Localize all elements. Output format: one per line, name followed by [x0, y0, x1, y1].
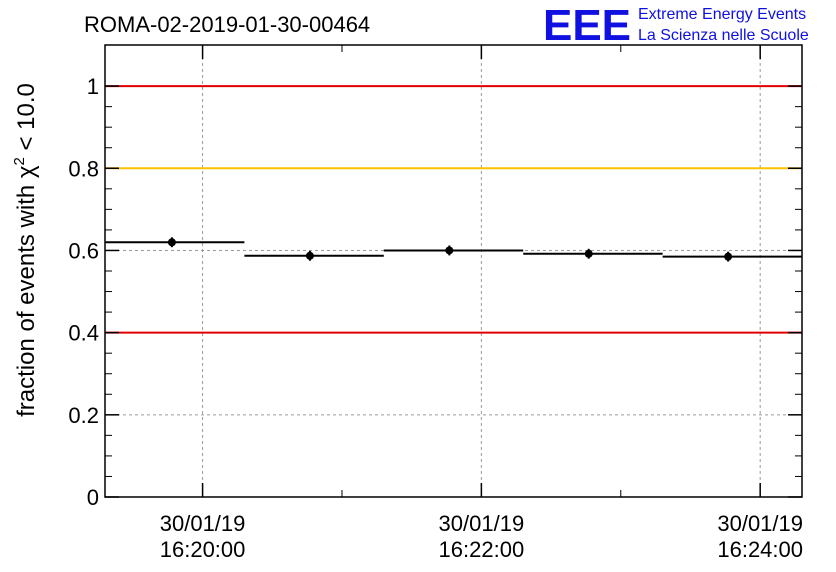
y-tick-label: 0.6: [68, 238, 99, 263]
eee-logo: EEE Extreme Energy Events La Scienza nel…: [543, 1, 809, 50]
x-tick-time: 16:24:00: [717, 537, 803, 562]
grid: [105, 45, 802, 497]
y-tick-labels: 0 0.2 0.4 0.6 0.8 1: [68, 74, 99, 510]
y-tick-label: 0.4: [68, 321, 99, 346]
y-axis-label-sup: 2: [11, 157, 28, 165]
reference-lines: [105, 85, 802, 334]
logo-mark: EEE: [543, 1, 631, 50]
y-tick-label: 0.8: [68, 156, 99, 181]
axis-ticks: [105, 45, 802, 498]
x-tick-labels: 30/01/1916:20:0030/01/1916:22:0030/01/19…: [160, 511, 803, 562]
data-point-marker: [584, 249, 593, 258]
run-title: ROMA-02-2019-01-30-00464: [84, 12, 370, 37]
y-axis-label-main: fraction of events with χ: [13, 165, 40, 417]
logo-line-2: La Scienza nelle Scuole: [638, 27, 809, 44]
y-axis-label: fraction of events with χ2 < 10.0: [11, 83, 40, 417]
x-tick-date: 30/01/19: [439, 511, 525, 536]
data-point-marker: [167, 238, 176, 247]
plot-frame: [104, 44, 803, 498]
logo-line-1: Extreme Energy Events: [638, 6, 806, 23]
x-tick-time: 16:20:00: [160, 537, 246, 562]
y-tick-label: 0: [87, 485, 99, 510]
y-tick-label: 0.2: [68, 403, 99, 428]
x-tick-time: 16:22:00: [439, 537, 525, 562]
data-point-marker: [724, 252, 733, 261]
y-tick-label: 1: [87, 74, 99, 99]
y-axis-label-tail: < 10.0: [13, 83, 40, 157]
data-point-marker: [445, 246, 454, 255]
data-point-marker: [305, 251, 314, 260]
x-tick-date: 30/01/19: [160, 511, 246, 536]
x-tick-date: 30/01/19: [717, 511, 803, 536]
data-points: [105, 237, 802, 262]
